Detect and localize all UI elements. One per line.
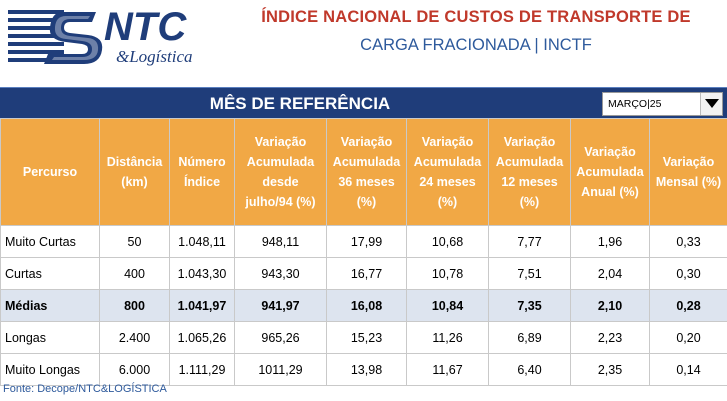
table-row: Curtas 400 1.043,30 943,30 16,77 10,78 7… <box>0 257 727 290</box>
table-cell: 6,40 <box>488 353 571 386</box>
table-cell: 1.043,30 <box>169 257 235 290</box>
reference-bar: MÊS DE REFERÊNCIA MARÇO|25 <box>0 87 727 118</box>
logo-subtext: &Logística <box>116 47 193 66</box>
table-cell: 2,35 <box>570 353 650 386</box>
table-cell: Muito Longas <box>0 353 100 386</box>
table-cell: 0,28 <box>649 289 727 322</box>
table-cell: 6,89 <box>488 321 571 354</box>
reference-month-select[interactable]: MARÇO|25 <box>602 92 723 116</box>
table-cell: 10,68 <box>406 225 489 258</box>
column-header-numero-indice: Número Índice <box>169 118 235 226</box>
table-cell: 2,23 <box>570 321 650 354</box>
ntc-logistica-logo: NTC &Logística <box>4 2 204 74</box>
table-row: Longas 2.400 1.065,26 965,26 15,23 11,26… <box>0 321 727 354</box>
reference-label: MÊS DE REFERÊNCIA <box>209 94 391 113</box>
column-header-var-36-meses: Variação Acumulada 36 meses (%) <box>326 118 407 226</box>
table-cell: Muito Curtas <box>0 225 100 258</box>
table-cell: 941,97 <box>234 289 327 322</box>
table-cell: 400 <box>99 257 170 290</box>
logo-text: NTC <box>104 5 187 49</box>
table-cell: 948,11 <box>234 225 327 258</box>
table-cell: 2.400 <box>99 321 170 354</box>
table-cell: 1.065,26 <box>169 321 235 354</box>
source-note: Fonte: Decope/NTC&LOGÍSTICA <box>3 383 167 395</box>
column-header-percurso: Percurso <box>0 118 100 226</box>
table-cell: 13,98 <box>326 353 407 386</box>
table-cell: 10,84 <box>406 289 489 322</box>
table-cell: 10,78 <box>406 257 489 290</box>
table-cell: 6.000 <box>99 353 170 386</box>
column-header-distancia: Distância (km) <box>99 118 170 226</box>
table-cell: 0,20 <box>649 321 727 354</box>
table-cell: 50 <box>99 225 170 258</box>
page-title: ÍNDICE NACIONAL DE CUSTOS DE TRANSPORTE … <box>261 8 691 26</box>
table-cell: 7,51 <box>488 257 571 290</box>
table-cell: 7,35 <box>488 289 571 322</box>
table-cell: 0,30 <box>649 257 727 290</box>
column-header-var-mensal: Variação Mensal (%) <box>649 118 727 226</box>
table-cell: 11,26 <box>406 321 489 354</box>
table-cell: 2,10 <box>570 289 650 322</box>
table-cell: 1,96 <box>570 225 650 258</box>
table-row: Muito Curtas 50 1.048,11 948,11 17,99 10… <box>0 225 727 258</box>
column-header-var-12-meses: Variação Acumulada 12 meses (%) <box>488 118 571 226</box>
table-cell: 1.041,97 <box>169 289 235 322</box>
table-cell: 1.048,11 <box>169 225 235 258</box>
table-cell: Curtas <box>0 257 100 290</box>
table-cell: Longas <box>0 321 100 354</box>
table-cell: 7,77 <box>488 225 571 258</box>
table-cell: 943,30 <box>234 257 327 290</box>
table-cell: 1011,29 <box>234 353 327 386</box>
table-cell: 965,26 <box>234 321 327 354</box>
column-header-var-desde-julho94: Variação Acumulada desde julho/94 (%) <box>234 118 327 226</box>
table-cell: 2,04 <box>570 257 650 290</box>
reference-month-value: MARÇO|25 <box>608 98 662 110</box>
index-table: Percurso Distância (km) Número Índice Va… <box>0 118 727 386</box>
table-cell: 1.111,29 <box>169 353 235 386</box>
table-row-highlighted: Médias 800 1.041,97 941,97 16,08 10,84 7… <box>0 289 727 322</box>
table-row: Muito Longas 6.000 1.111,29 1011,29 13,9… <box>0 353 727 386</box>
table-header-row: Percurso Distância (km) Número Índice Va… <box>0 118 727 226</box>
table-cell: 16,77 <box>326 257 407 290</box>
column-header-var-anual: Variação Acumulada Anual (%) <box>570 118 650 226</box>
table-cell: Médias <box>0 289 100 322</box>
table-cell: 11,67 <box>406 353 489 386</box>
table-cell: 800 <box>99 289 170 322</box>
dropdown-button[interactable] <box>700 93 722 115</box>
column-header-var-24-meses: Variação Acumulada 24 meses (%) <box>406 118 489 226</box>
table-cell: 0,33 <box>649 225 727 258</box>
chevron-down-icon <box>705 99 719 108</box>
table-cell: 0,14 <box>649 353 727 386</box>
table-cell: 17,99 <box>326 225 407 258</box>
table-cell: 15,23 <box>326 321 407 354</box>
page-subtitle: CARGA FRACIONADA | INCTF <box>360 36 592 54</box>
table-cell: 16,08 <box>326 289 407 322</box>
